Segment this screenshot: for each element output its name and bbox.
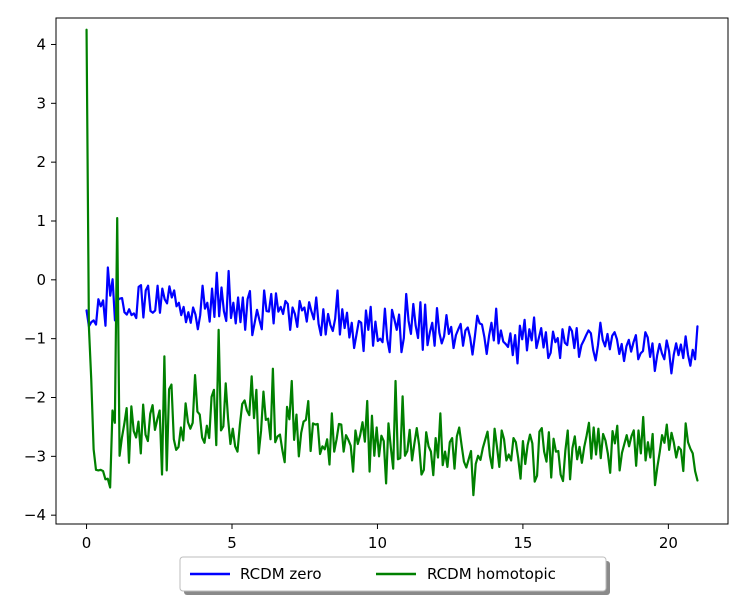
y-tick-label: 4: [36, 35, 46, 53]
y-tick-label: 2: [36, 153, 46, 171]
series-line-1: [85, 266, 699, 375]
y-tick-label: −1: [24, 330, 46, 348]
y-tick-label: 3: [36, 94, 46, 112]
y-tick-label: −2: [24, 389, 46, 407]
series-line-2: [85, 28, 699, 497]
x-axis: 0 5 10 15 20: [82, 524, 678, 552]
x-tick-label: 5: [227, 534, 237, 552]
series-layer: [85, 28, 699, 497]
plot-frame: [55, 17, 729, 525]
y-tick-label: 1: [36, 212, 46, 230]
x-tick-label: 15: [513, 534, 532, 552]
y-axis: −4 −3 −2 −1 0 1 2 3 4: [24, 35, 56, 524]
x-tick-label: 20: [659, 534, 678, 552]
x-tick-label: 0: [82, 534, 92, 552]
y-tick-label: −4: [24, 506, 46, 524]
legend: RCDM zero RCDM homotopic: [179, 556, 610, 595]
x-tick-label: 10: [368, 534, 387, 552]
legend-label-2: RCDM homotopic: [427, 565, 556, 583]
y-tick-label: −3: [24, 447, 46, 465]
y-tick-label: 0: [36, 271, 46, 289]
legend-label-1: RCDM zero: [240, 565, 322, 583]
